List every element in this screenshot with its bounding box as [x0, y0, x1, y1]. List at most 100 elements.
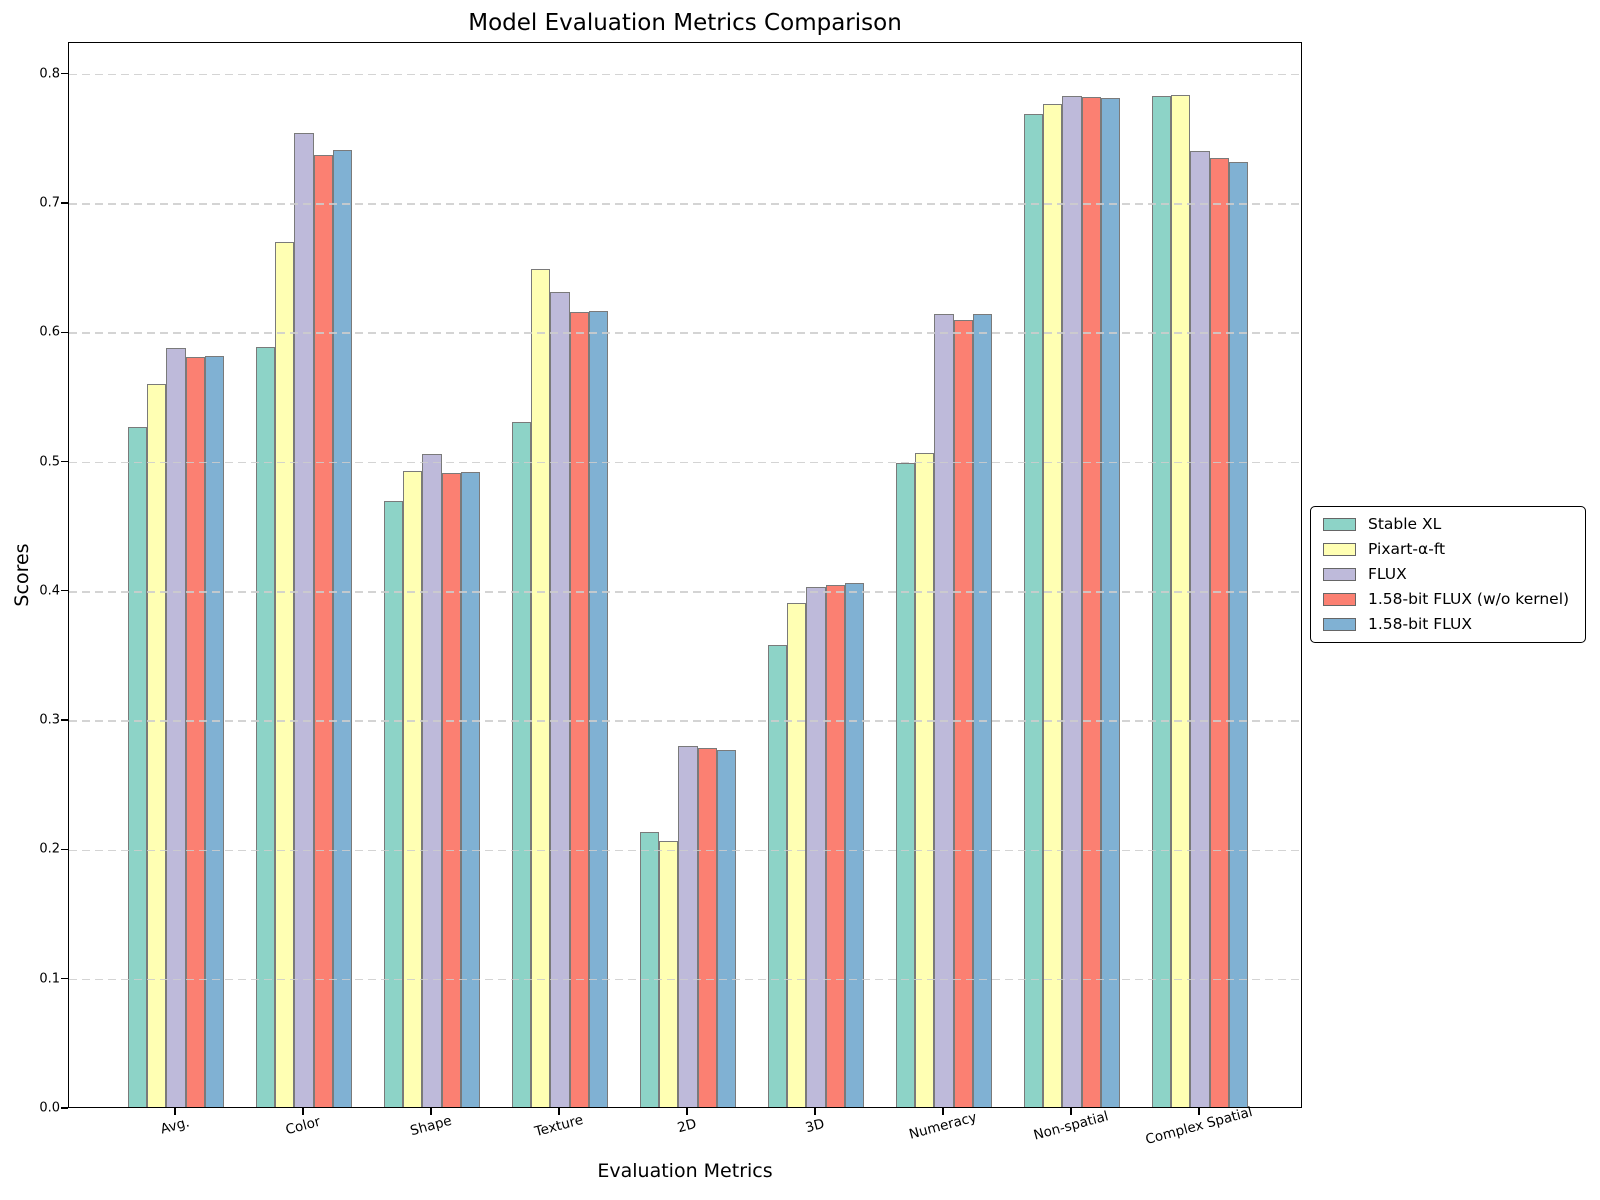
- bar-1-58-bit-flux-color: [332, 150, 353, 1107]
- bar-stable-xl-texture: [511, 421, 532, 1107]
- bar-stable-xl-avg: [127, 426, 148, 1107]
- legend-label-flux: FLUX: [1368, 564, 1407, 583]
- gridline-0.8: [69, 73, 1301, 76]
- y-tick-mark: [61, 72, 68, 75]
- bar-1-58-bit-flux-w-o-kernel-2d: [697, 747, 717, 1107]
- x-tick-mark: [430, 1108, 432, 1115]
- legend-label-pixart-ft: Pixart-α-ft: [1368, 539, 1446, 558]
- plot-area: [68, 42, 1302, 1108]
- chart-title: Model Evaluation Metrics Comparison: [468, 10, 902, 36]
- gridline-0.5: [69, 461, 1301, 464]
- bar-flux-3d: [806, 587, 826, 1107]
- bar-flux-complex-spatial: [1190, 151, 1210, 1107]
- legend-item-1-58-bit-flux: 1.58-bit FLUX: [1323, 614, 1573, 633]
- x-tick-mark: [686, 1108, 688, 1115]
- x-tick-mark: [174, 1108, 176, 1115]
- bar-1-58-bit-flux-avg: [204, 355, 225, 1107]
- bar-pixart-ft-color: [275, 241, 295, 1107]
- legend-label-1-58-bit-flux: 1.58-bit FLUX: [1368, 614, 1472, 633]
- x-tick-mark: [814, 1108, 816, 1115]
- y-tick-label-0.0: 0.0: [39, 1100, 60, 1116]
- bar-1-58-bit-flux-w-o-kernel-complex-spatial: [1209, 157, 1229, 1107]
- bar-stable-xl-2d: [639, 831, 660, 1107]
- bar-1-58-bit-flux-w-o-kernel-texture: [569, 311, 589, 1107]
- bar-flux-2d: [678, 746, 698, 1107]
- x-axis-label: Evaluation Metrics: [597, 1160, 773, 1182]
- legend-item-1-58-bit-flux-w-o-kernel: 1.58-bit FLUX (w/o kernel): [1323, 589, 1573, 608]
- y-tick-mark: [61, 202, 68, 204]
- bar-pixart-ft-numeracy: [915, 452, 935, 1107]
- y-tick-mark: [61, 978, 68, 980]
- y-tick-mark: [61, 331, 68, 333]
- bar-stable-xl-numeracy: [895, 463, 916, 1107]
- bar-1-58-bit-flux-texture: [588, 310, 609, 1107]
- x-tick-label-2d: 2D: [675, 1115, 699, 1137]
- y-tick-mark: [61, 590, 68, 592]
- y-tick-label-0.3: 0.3: [39, 712, 60, 728]
- legend-swatch-pixart-ft: [1323, 543, 1356, 557]
- legend-item-flux: FLUX: [1323, 564, 1573, 583]
- y-tick-label-0.2: 0.2: [39, 841, 60, 857]
- x-tick-label-color: Color: [283, 1113, 323, 1139]
- bar-flux-color: [294, 133, 314, 1107]
- bar-stable-xl-3d: [767, 645, 788, 1107]
- bar-1-58-bit-flux-2d: [716, 750, 737, 1107]
- bar-1-58-bit-flux-w-o-kernel-shape: [441, 473, 461, 1107]
- legend-label-stable-xl: Stable XL: [1368, 515, 1442, 533]
- bar-1-58-bit-flux-numeracy: [972, 314, 993, 1107]
- bar-stable-xl-non-spatial: [1023, 113, 1044, 1107]
- bar-flux-avg: [166, 348, 186, 1107]
- bar-pixart-ft-2d: [659, 840, 679, 1107]
- legend-item-stable-xl: Stable XL: [1323, 515, 1573, 533]
- y-tick-mark: [61, 848, 68, 851]
- bar-flux-numeracy: [934, 314, 954, 1107]
- bar-pixart-ft-3d: [787, 602, 807, 1107]
- y-tick-label-0.4: 0.4: [39, 583, 60, 599]
- bar-pixart-ft-complex-spatial: [1171, 94, 1191, 1107]
- bar-1-58-bit-flux-w-o-kernel-non-spatial: [1081, 97, 1101, 1107]
- legend-label-1-58-bit-flux-w-o-kernel: 1.58-bit FLUX (w/o kernel): [1368, 589, 1570, 608]
- y-tick-label-0.7: 0.7: [39, 195, 60, 211]
- gridline-0.4: [69, 591, 1301, 593]
- gridline-0.1: [69, 978, 1301, 981]
- x-tick-label-texture: Texture: [533, 1111, 585, 1141]
- bar-pixart-ft-non-spatial: [1043, 103, 1063, 1107]
- bar-pixart-ft-shape: [403, 470, 423, 1107]
- y-tick-label-0.8: 0.8: [39, 66, 60, 82]
- bar-stable-xl-shape: [383, 500, 404, 1107]
- x-tick-label-avg: Avg.: [158, 1114, 192, 1138]
- bar-1-58-bit-flux-w-o-kernel-3d: [825, 584, 845, 1107]
- y-axis-label: Scores: [11, 543, 33, 607]
- bar-flux-shape: [422, 454, 442, 1107]
- bar-flux-texture: [550, 292, 570, 1107]
- x-tick-mark: [558, 1108, 560, 1115]
- bar-1-58-bit-flux-w-o-kernel-avg: [185, 357, 205, 1107]
- bar-1-58-bit-flux-non-spatial: [1100, 98, 1121, 1107]
- bar-pixart-ft-avg: [147, 384, 167, 1107]
- bar-1-58-bit-flux-w-o-kernel-color: [313, 155, 333, 1107]
- x-tick-mark: [1198, 1108, 1200, 1115]
- legend-swatch-1-58-bit-flux-w-o-kernel: [1323, 592, 1356, 606]
- y-tick-mark: [61, 460, 68, 463]
- bar-stable-xl-color: [255, 346, 276, 1107]
- x-tick-label-3d: 3D: [803, 1115, 827, 1137]
- bar-1-58-bit-flux-3d: [844, 583, 865, 1107]
- bar-flux-non-spatial: [1062, 95, 1082, 1107]
- legend-swatch-stable-xl: [1323, 518, 1356, 532]
- bar-1-58-bit-flux-complex-spatial: [1228, 161, 1249, 1107]
- y-tick-label-0.6: 0.6: [39, 324, 60, 340]
- y-tick-label-0.5: 0.5: [39, 454, 60, 469]
- gridline-0.3: [69, 720, 1301, 722]
- bar-1-58-bit-flux-w-o-kernel-numeracy: [953, 319, 973, 1107]
- gridline-0.6: [69, 332, 1301, 334]
- legend: Stable XL Pixart-α-ft FLUX 1.58-bit FLUX (w…: [1310, 506, 1586, 643]
- legend-swatch-1-58-bit-flux: [1323, 617, 1356, 631]
- legend-swatch-flux: [1323, 568, 1356, 581]
- bar-1-58-bit-flux-shape: [460, 472, 481, 1107]
- legend-item-pixart-ft: Pixart-α-ft: [1323, 539, 1573, 558]
- x-tick-mark: [942, 1108, 944, 1115]
- gridline-0.2: [69, 849, 1301, 852]
- y-tick-mark: [61, 719, 68, 721]
- x-tick-mark: [302, 1108, 304, 1115]
